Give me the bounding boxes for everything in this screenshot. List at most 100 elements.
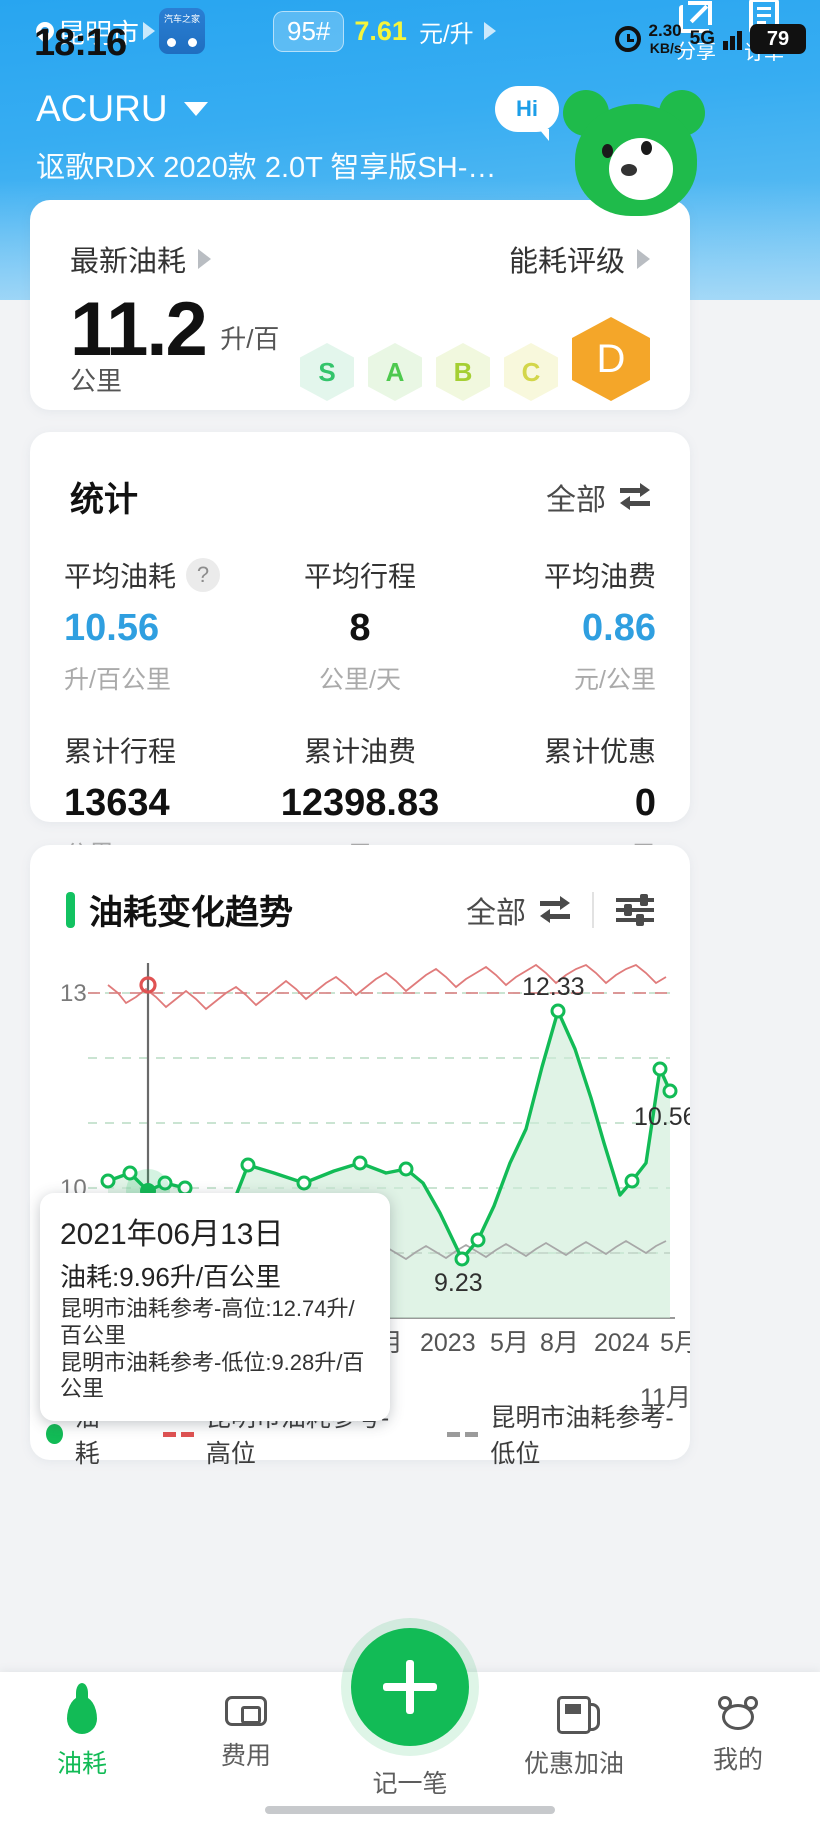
statistics-filter-label: 全部 xyxy=(546,483,606,517)
svg-text:8月: 8月 xyxy=(540,1329,579,1357)
nav-item-profile[interactable]: 我的 xyxy=(656,1672,820,1776)
system-status-bar: 18:16 2.30 KB/s 5G 79 xyxy=(0,0,820,64)
chart-header-actions: 全部 xyxy=(466,888,654,932)
nav-label: 费用 xyxy=(220,1742,271,1770)
stat-label: 平均油费 xyxy=(459,555,656,595)
stat-label: 平均油耗 ? xyxy=(64,555,261,595)
stat-label-text: 平均行程 xyxy=(303,561,416,592)
latest-card-header: 最新油耗 能耗评级 xyxy=(30,200,690,280)
stat-value: 13634 xyxy=(64,782,170,824)
alarm-clock-icon xyxy=(614,26,641,52)
nav-label: 我的 xyxy=(712,1746,763,1774)
divider xyxy=(592,891,594,928)
stat-label-text: 平均油耗 xyxy=(64,561,177,592)
svg-text:2023: 2023 xyxy=(420,1329,476,1357)
chart-annotations: 12.33 10.56 9.23 xyxy=(434,973,690,1297)
bear-avatar-icon xyxy=(718,1696,758,1730)
x-tick-label-overflow: 11月 xyxy=(640,1384,691,1412)
svg-text:2024: 2024 xyxy=(594,1329,650,1357)
share-button[interactable]: 分享 xyxy=(676,0,716,64)
app-logo-eye-left xyxy=(167,38,176,47)
svg-text:5月: 5月 xyxy=(490,1329,529,1357)
network-speed-unit: KB/s xyxy=(649,40,682,56)
stat-unit: 公里/天 xyxy=(319,666,401,694)
chevron-right-icon xyxy=(143,22,155,40)
network-speed: 2.30 KB/s xyxy=(649,22,682,56)
app-logo-eye-right xyxy=(188,38,197,47)
statistics-row-1: 平均油耗 ? 10.56 升/百公里 平均行程 8 公里/天 平均油费 0.86… xyxy=(30,555,690,696)
consumption-unit: 升/百公里 xyxy=(70,324,280,396)
legend-dash-icon xyxy=(447,1431,479,1437)
stat-label-text: 累计优惠 xyxy=(543,736,656,767)
stat-label-text: 平均油费 xyxy=(543,561,656,592)
status-indicators: 2.30 KB/s 5G 79 xyxy=(614,22,806,56)
latest-consumption-link[interactable]: 最新油耗 xyxy=(70,238,212,280)
chart-tooltip: 2021年06月13日 油耗:9.96升/百公里 昆明市油耗参考-高位:12.7… xyxy=(40,1193,390,1422)
stat-total-fuel-cost: 累计油费 12398.83 元 xyxy=(261,730,458,871)
high-ref-point-marker xyxy=(139,976,157,994)
city-label: 昆明市 xyxy=(58,18,139,49)
tooltip-low-reference: 昆明市油耗参考-低位:9.28升/百公里 xyxy=(60,1349,365,1402)
consumption-value-group: 11.2 升/百公里 xyxy=(70,292,300,405)
app-logo: 汽车之家 xyxy=(159,8,205,54)
chevron-right-icon xyxy=(198,249,212,269)
legend-dash-icon xyxy=(162,1431,194,1437)
chevron-right-icon xyxy=(637,249,650,269)
nav-item-fuel[interactable]: 油耗 xyxy=(0,1672,164,1780)
share-label: 分享 xyxy=(676,40,716,63)
statistics-filter-button[interactable]: 全部 xyxy=(546,475,650,519)
location-selector[interactable]: 昆明市 xyxy=(32,12,155,51)
stat-value: 12398.83 xyxy=(280,782,440,824)
fuel-price-value: 7.61 xyxy=(354,15,407,46)
stat-value: 0 xyxy=(634,782,656,824)
legend-item-low-ref[interactable]: 昆明市油耗参考-低位 xyxy=(447,1398,686,1470)
nav-label: 油耗 xyxy=(56,1750,107,1778)
grade-badge-c: C xyxy=(504,343,558,401)
chart-filter-button[interactable]: 全部 xyxy=(466,888,570,932)
vehicle-brand-label: ACURU xyxy=(36,88,168,129)
signal-bars-icon xyxy=(723,28,742,50)
chart-filter-label: 全部 xyxy=(466,896,526,930)
stat-label: 累计油费 xyxy=(261,730,458,770)
grade-badge-s: S xyxy=(300,343,354,401)
stat-label: 平均行程 xyxy=(261,555,458,595)
statistics-header: 统计 全部 xyxy=(30,432,690,521)
money-card-icon xyxy=(225,1696,267,1726)
tooltip-consumption: 油耗:9.96升/百公里 xyxy=(60,1262,282,1292)
fuel-pump-icon xyxy=(557,1696,600,1734)
help-icon[interactable]: ? xyxy=(186,558,221,592)
statistics-card: 统计 全部 平均油耗 ? 10.56 升/百公里 平均行程 8 公里/天 平均油… xyxy=(30,432,690,869)
stat-value: 10.56 xyxy=(64,607,160,649)
annotation-last: 10.56 xyxy=(634,1103,690,1131)
tooltip-high-reference: 昆明市油耗参考-高位:12.74升/百公里 xyxy=(60,1296,355,1348)
nav-item-discount-fuel[interactable]: 优惠加油 xyxy=(492,1672,656,1780)
app-logo-text: 汽车之家 xyxy=(163,14,200,24)
mascot-avatar[interactable]: Hi xyxy=(495,86,732,216)
vehicle-brand-selector[interactable]: ACURU xyxy=(36,88,496,130)
fuel-drop-icon xyxy=(67,1683,97,1734)
stat-value: 0.86 xyxy=(582,607,656,649)
fuel-price-selector[interactable]: 95# 7.61 元/升 xyxy=(273,10,496,52)
stat-value: 8 xyxy=(349,607,371,649)
legend-label: 昆明市油耗参考-低位 xyxy=(490,1404,674,1468)
stat-label-text: 累计油费 xyxy=(303,736,416,767)
annotation-min: 9.23 xyxy=(434,1269,483,1297)
chart-settings-icon[interactable] xyxy=(616,893,654,926)
stat-avg-fuel-cost: 平均油费 0.86 元/公里 xyxy=(459,555,656,696)
annotation-max: 12.33 xyxy=(522,973,585,1001)
network-speed-value: 2.30 xyxy=(648,21,682,40)
oil-type-badge[interactable]: 95# xyxy=(273,10,345,52)
chart-title: 油耗变化趋势 xyxy=(89,894,293,932)
fuel-price-unit: 元/升 xyxy=(418,20,474,48)
energy-grade-row: S A B C D xyxy=(300,317,650,401)
add-record-fab[interactable] xyxy=(351,1628,469,1746)
consumption-value: 11.2 xyxy=(70,287,208,372)
energy-rating-link[interactable]: 能耗评级 xyxy=(509,238,650,280)
vehicle-header: ACURU 讴歌RDX 2020款 2.0T 智享版SH-… xyxy=(36,88,496,186)
nav-item-expense[interactable]: 费用 xyxy=(164,1672,328,1772)
energy-rating-label: 能耗评级 xyxy=(508,246,625,278)
fab-label: 记一笔 xyxy=(372,1770,448,1798)
sort-toggle-icon xyxy=(540,895,570,923)
vehicle-model-label: 讴歌RDX 2020款 2.0T 智享版SH-… xyxy=(36,152,497,184)
share-icon xyxy=(679,0,713,33)
